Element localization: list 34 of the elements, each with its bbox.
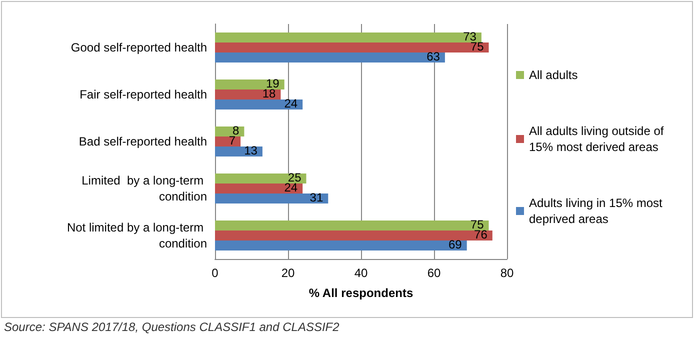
bar <box>215 79 284 90</box>
x-tick-label: 40 <box>354 266 368 280</box>
bar <box>215 183 303 194</box>
data-label: 69 <box>448 238 462 252</box>
bar <box>215 42 489 53</box>
bar <box>215 32 482 42</box>
x-tick-label: 0 <box>212 266 219 280</box>
bar <box>215 146 262 157</box>
data-label: 13 <box>244 144 258 158</box>
bar <box>215 136 241 147</box>
data-label: 24 <box>284 96 298 111</box>
y-tick-label: Bad self-reported health <box>78 134 207 148</box>
source-note: Source: SPANS 2017/18, Questions CLASSIF1 and CLASSIF2 <box>4 320 340 334</box>
y-tick-label: Not limited by a long-term condition <box>66 220 207 250</box>
bar <box>215 100 303 110</box>
y-tick-label: Limited by a long-term condition <box>82 174 207 204</box>
x-tick-label: 80 <box>500 266 514 280</box>
legend-label: All adults <box>529 68 578 82</box>
bar <box>215 173 306 184</box>
bar <box>215 194 328 204</box>
bar <box>215 89 281 100</box>
x-axis-title: % All respondents <box>308 286 414 300</box>
y-tick-label: Fair self-reported health <box>80 88 207 102</box>
data-label: 31 <box>310 190 324 205</box>
bar <box>215 52 445 63</box>
bar <box>215 240 467 251</box>
legend-label: All adults living outside of 15% most derived areas <box>529 124 668 154</box>
y-tick-label: Good self-reported health <box>70 40 207 54</box>
data-label: 63 <box>426 50 440 64</box>
x-tick-label: 60 <box>427 266 441 280</box>
bar <box>215 220 489 230</box>
x-tick-label: 20 <box>281 266 295 280</box>
legend-label: Adults living in 15% most deprived areas <box>529 196 666 226</box>
bar <box>215 230 492 241</box>
